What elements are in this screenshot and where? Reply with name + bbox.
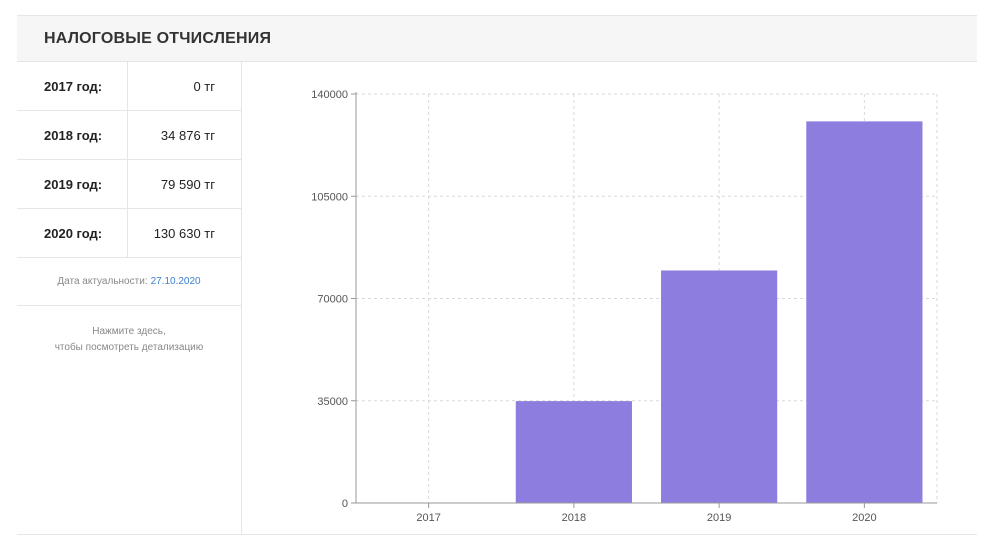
y-tick-label: 105000 (311, 191, 348, 203)
bar (515, 401, 632, 503)
table-row: 2020 год: 130 630 тг (17, 208, 241, 258)
panel-title: НАЛОГОВЫЕ ОТЧИСЛЕНИЯ (44, 29, 272, 47)
tax-table: 2017 год: 0 тг 2018 год: 34 876 тг 2019 … (17, 62, 241, 258)
x-tick-label: 2020 (852, 512, 876, 524)
x-tick-label: 2018 (562, 512, 586, 524)
table-row: 2018 год: 34 876 тг (17, 110, 241, 160)
year-label: 2017 год: (17, 62, 128, 111)
x-tick-label: 2017 (416, 512, 440, 524)
bar (661, 270, 778, 503)
table-row: 2019 год: 79 590 тг (17, 159, 241, 209)
y-tick-label: 0 (342, 498, 348, 510)
details-link[interactable]: Нажмите здесь, чтобы посмотреть детализа… (17, 306, 241, 356)
y-tick-label: 70000 (317, 294, 348, 306)
tax-value: 130 630 тг (127, 208, 241, 258)
x-tick-label: 2019 (707, 512, 731, 524)
y-tick-label: 35000 (317, 396, 348, 408)
bar-chart: 0 35000 70000 105000 140000 2017 2018 2019 2020 (311, 89, 938, 524)
bar (806, 121, 923, 504)
year-label: 2019 год: (17, 159, 128, 209)
tax-value: 34 876 тг (127, 110, 241, 160)
y-tick-label: 140000 (311, 89, 348, 101)
panel-header: НАЛОГОВЫЕ ОТЧИСЛЕНИЯ (17, 16, 977, 62)
tax-panel: НАЛОГОВЫЕ ОТЧИСЛЕНИЯ 2017 год: 0 тг 2018… (17, 15, 977, 535)
details-hint-line2: чтобы посмотреть детализацию (54, 342, 204, 353)
actuality-info: Дата актуальности: 27.10.2020 (17, 258, 241, 306)
year-label: 2018 год: (17, 110, 128, 160)
year-label: 2020 год: (17, 208, 128, 258)
tax-value: 0 тг (127, 62, 241, 111)
tax-chart: 0 35000 70000 105000 140000 2017 2018 2019 2020 (242, 62, 977, 534)
details-hint-line1: Нажмите здесь, (92, 326, 166, 337)
tax-summary: 2017 год: 0 тг 2018 год: 34 876 тг 2019 … (17, 62, 242, 534)
tax-value: 79 590 тг (127, 159, 241, 209)
actuality-date: 27.10.2020 (150, 276, 201, 287)
actuality-label: Дата актуальности: (57, 276, 148, 287)
table-row: 2017 год: 0 тг (17, 62, 241, 111)
